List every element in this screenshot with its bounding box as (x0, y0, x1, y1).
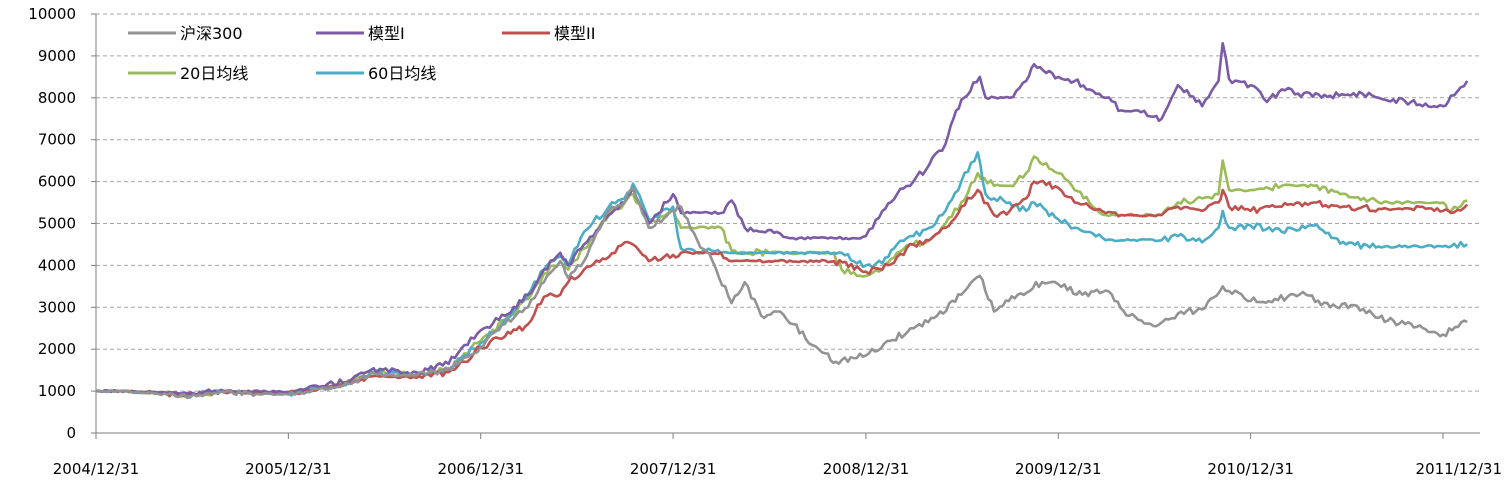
x-tick-label: 2011/12/31 (1416, 460, 1502, 478)
legend-label: 20日均线 (180, 64, 248, 83)
y-tick-label: 5000 (38, 215, 76, 233)
series-line-0 (95, 186, 1468, 400)
x-tick-label: 2008/12/31 (823, 460, 909, 478)
legend: 沪深300 模型I 模型II 20日均线 60日均线 (128, 24, 595, 83)
y-tick-label: 4000 (38, 256, 76, 274)
legend-label: 沪深300 (180, 24, 243, 43)
x-tick-label: 2004/12/31 (53, 460, 139, 478)
y-tick-label: 8000 (38, 89, 76, 107)
x-tick-label: 2007/12/31 (630, 460, 716, 478)
y-tick-label: 6000 (38, 173, 76, 191)
legend-label: 模型I (368, 24, 405, 43)
series-lines (95, 42, 1469, 400)
y-tick-label: 2000 (38, 340, 76, 358)
y-tick-label: 3000 (38, 298, 76, 316)
legend-label: 60日均线 (368, 64, 436, 83)
legend-label: 模型II (554, 24, 595, 43)
y-tick-label: 9000 (38, 47, 76, 65)
x-axis-ticks: 2004/12/31 2005/12/31 2006/12/31 2007/12/31… (53, 433, 1502, 478)
y-tick-label: 7000 (38, 131, 76, 149)
x-tick-label: 2009/12/31 (1015, 460, 1101, 478)
y-tick-label: 1000 (38, 382, 76, 400)
x-tick-label: 2005/12/31 (245, 460, 331, 478)
y-tick-label: 10000 (28, 5, 76, 23)
y-tick-label: 0 (66, 424, 76, 442)
x-tick-label: 2006/12/31 (437, 460, 523, 478)
series-line-1 (95, 42, 1469, 396)
y-axis-ticks: 0 1000 2000 3000 4000 5000 6000 7000 8000 9000 100… (28, 5, 96, 442)
x-tick-label: 2010/12/31 (1207, 460, 1293, 478)
